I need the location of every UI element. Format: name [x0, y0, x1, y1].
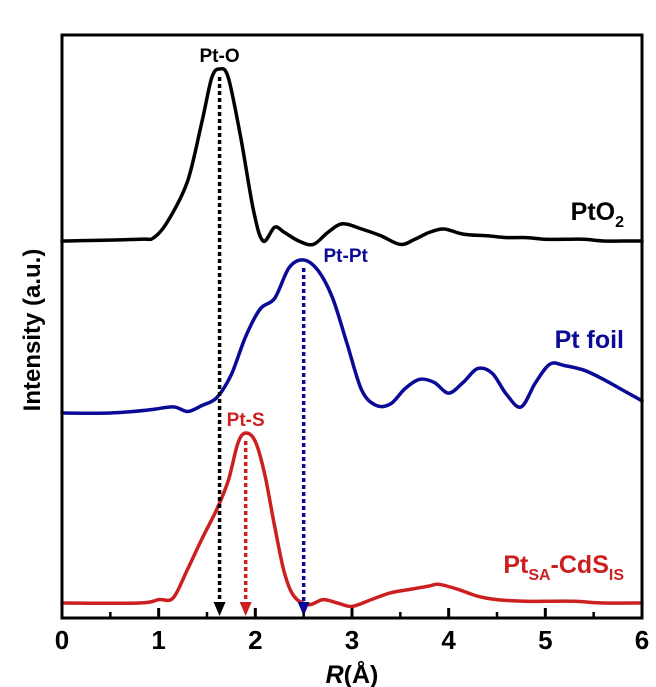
series-label-pt-foil: Pt foil — [555, 326, 624, 354]
series-label-text: -CdS — [551, 551, 609, 579]
annotation-arrowhead — [239, 602, 252, 616]
x-tick-label: 0 — [55, 625, 69, 655]
series-label-subscript: SA — [528, 567, 551, 584]
x-axis-label-variable: R — [326, 661, 344, 687]
series-line-pto2 — [60, 66, 644, 247]
curves-layer — [60, 66, 644, 609]
series-label-subscript: 2 — [615, 214, 624, 231]
series-label-pto2: PtO2 — [571, 198, 624, 231]
series-label-ptsa-cdsis: PtSA-CdSIS — [503, 551, 624, 584]
x-tick-label: 2 — [248, 625, 262, 655]
x-tick-label: 5 — [538, 625, 552, 655]
series-line-pt-foil — [60, 258, 644, 415]
x-axis-label-unit: (Å) — [344, 660, 379, 687]
annotation-arrowhead — [213, 602, 226, 616]
annotation-label: Pt-Pt — [324, 246, 369, 267]
annotation-label: Pt-S — [227, 410, 265, 431]
x-ticks-layer: 0 1 2 3 4 5 6 — [55, 608, 649, 655]
x-tick-label: 3 — [345, 625, 359, 655]
series-line-ptsa-cdsis — [60, 431, 644, 609]
series-label-text: PtO — [571, 198, 615, 226]
series-label-text: Pt — [503, 551, 529, 579]
annotation-arrowhead — [297, 602, 310, 616]
annotation-arrows-layer: Pt-O Pt-Pt Pt-S — [200, 46, 369, 616]
y-axis-label: Intensity (a.u.) — [19, 249, 46, 412]
series-label-text: Pt foil — [555, 326, 624, 354]
x-axis-label: R(Å) — [326, 660, 379, 687]
labels-layer: PtO2 Pt foil PtSA-CdSIS — [503, 198, 624, 584]
x-tick-label: 4 — [441, 625, 456, 655]
x-tick-label: 1 — [151, 625, 165, 655]
series-label-subscript: IS — [609, 567, 624, 584]
annotation-label: Pt-O — [200, 46, 240, 67]
x-tick-label: 6 — [635, 625, 649, 655]
